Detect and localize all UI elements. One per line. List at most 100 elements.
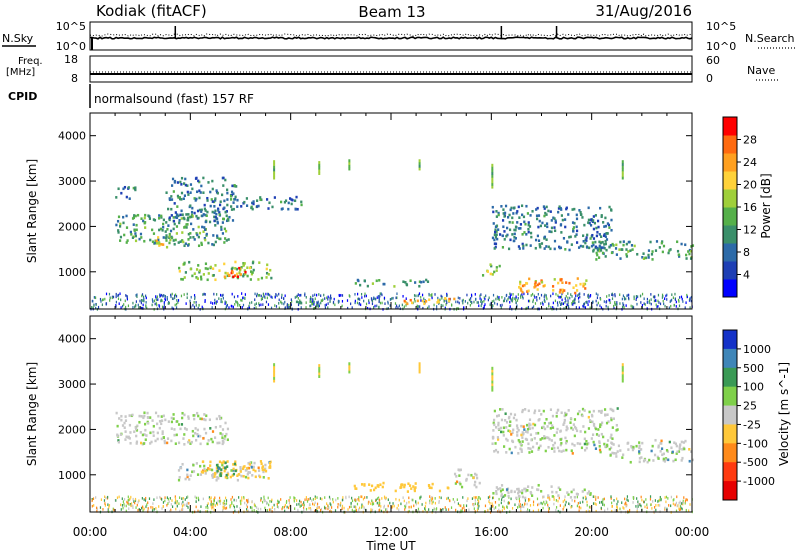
data-cell (200, 184, 203, 188)
data-cell (347, 508, 349, 511)
station-title: Kodiak (fitACF) (96, 2, 207, 20)
data-cell (234, 260, 237, 264)
data-cell (273, 173, 276, 177)
data-cell (271, 296, 273, 299)
data-cell (338, 300, 340, 303)
data-cell (503, 507, 506, 510)
data-cell (351, 496, 353, 500)
data-cell (543, 295, 545, 298)
data-cell (519, 287, 523, 291)
data-cell (200, 208, 203, 212)
data-cell (239, 268, 242, 272)
data-cell (177, 478, 181, 482)
data-cell (513, 206, 516, 210)
data-cell (170, 293, 172, 297)
data-cell (673, 498, 675, 501)
data-cell (470, 300, 472, 303)
data-cell (565, 305, 567, 309)
data-cell (319, 497, 322, 500)
colorbar-swatch (723, 330, 737, 350)
data-cell (506, 505, 508, 509)
data-cell (320, 294, 322, 298)
data-cell (521, 233, 524, 236)
data-cell (571, 442, 574, 446)
data-cell (291, 300, 293, 303)
data-cell (643, 500, 645, 504)
data-cell (389, 501, 391, 505)
data-cell (619, 449, 622, 452)
data-cell (518, 216, 521, 219)
data-cell (309, 300, 312, 303)
data-cell (221, 442, 224, 446)
colorbar-tick-label: 500 (743, 362, 764, 375)
data-cell (542, 495, 545, 499)
data-cell (604, 445, 607, 448)
data-cell (625, 242, 628, 246)
data-cell (220, 293, 222, 297)
colorbar-swatch (723, 261, 737, 280)
data-cell (246, 266, 249, 269)
data-cell (219, 499, 222, 503)
data-cell (260, 294, 262, 298)
data-cell (500, 501, 502, 505)
data-cell (494, 235, 498, 239)
data-cell (528, 451, 531, 454)
data-cell (211, 306, 213, 309)
data-cell (293, 496, 295, 499)
data-cell (318, 506, 320, 509)
data-cell (622, 453, 625, 457)
data-cell (582, 282, 585, 286)
data-cell (674, 458, 677, 462)
data-cell (178, 219, 181, 222)
data-cell (136, 295, 138, 299)
data-cell (496, 237, 499, 241)
data-cell (467, 473, 470, 477)
data-cell (599, 297, 602, 301)
data-cell (511, 507, 514, 510)
data-cell (222, 505, 224, 509)
data-cell (184, 271, 187, 274)
data-cell (509, 238, 512, 242)
data-cell (195, 438, 198, 442)
data-cell (254, 303, 256, 307)
data-cell (602, 503, 604, 506)
data-cell (567, 409, 570, 412)
data-cell (215, 467, 218, 470)
data-cell (309, 497, 311, 500)
data-cell (611, 293, 613, 296)
data-cell (408, 509, 410, 513)
data-cell (163, 303, 165, 307)
data-cell (408, 496, 410, 500)
data-cell (198, 208, 201, 212)
data-cell (314, 497, 316, 501)
data-cell (184, 242, 187, 246)
data-cell (273, 168, 276, 172)
data-cell (674, 292, 676, 296)
data-cell (610, 418, 613, 422)
data-cell (278, 302, 280, 305)
data-cell (284, 199, 288, 203)
data-cell (117, 293, 120, 297)
data-cell (218, 213, 221, 216)
data-cell (257, 469, 261, 472)
data-cell (172, 190, 175, 193)
data-cell (520, 433, 523, 437)
data-cell (245, 197, 249, 200)
data-cell (670, 446, 673, 450)
data-cell (665, 449, 669, 452)
data-cell (121, 304, 124, 308)
data-cell (585, 439, 588, 443)
data-cell (410, 505, 412, 509)
data-cell (166, 503, 168, 507)
data-cell (675, 509, 678, 513)
data-cell (351, 306, 353, 309)
data-cell (565, 439, 568, 443)
data-cell (352, 505, 355, 509)
data-cell (226, 471, 229, 475)
data-cell (149, 238, 152, 242)
data-cell (122, 506, 124, 510)
data-cell (195, 268, 199, 271)
data-cell (419, 496, 421, 500)
data-cell (428, 484, 431, 488)
data-cell (611, 505, 613, 508)
